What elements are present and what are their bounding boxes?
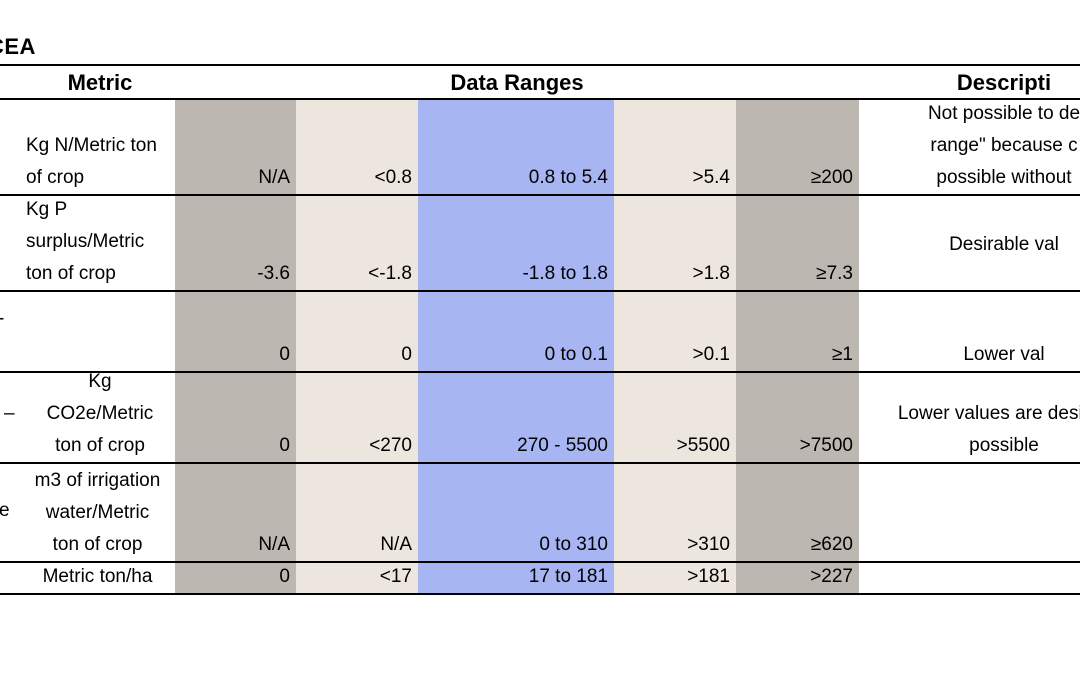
table-row-3-label-fragment: - <box>0 308 4 330</box>
rule-row-2 <box>0 290 1080 292</box>
table-row-4-description: Lower values are desirabpossible <box>897 403 1080 456</box>
table-row-5-value-5: ≥620 <box>810 534 853 555</box>
table-row-6-metric: Metric ton/ha <box>42 566 153 587</box>
rule-header <box>0 98 1080 100</box>
table-row-4-value-3: 270 - 5500 <box>517 435 608 456</box>
table-row-5-value-2: N/A <box>380 534 412 555</box>
table-row-4-value-4: >5500 <box>676 435 730 456</box>
table-row-6-value-4: >181 <box>687 566 730 587</box>
table-title: CEA <box>0 34 36 59</box>
table-row-3-value-5: ≥1 <box>832 344 853 365</box>
table-row-6-value-5: >227 <box>810 566 853 587</box>
table-row-3-value-3: 0 to 0.1 <box>544 344 608 365</box>
table-row-4-metric: Kg CO2e/Metric ton of crop <box>46 371 154 456</box>
table-row-4-label-fragment: – <box>4 403 15 424</box>
table-row-6-value-3: 17 to 181 <box>528 566 608 587</box>
rule-top <box>0 64 1080 66</box>
table-row-1-value-4: >5.4 <box>692 167 730 188</box>
table-row-2-value-3: -1.8 to 1.8 <box>522 263 608 284</box>
table-row-3-description: Lower val <box>963 344 1045 365</box>
table-row-3-value-4: >0.1 <box>692 344 730 365</box>
rule-bottom <box>0 593 1080 595</box>
table-row-2-value-2: <-1.8 <box>368 263 412 284</box>
table-row-2-value-1: -3.6 <box>257 263 290 284</box>
header-data-ranges: Data Ranges <box>450 70 584 95</box>
rule-row-4 <box>0 462 1080 464</box>
rule-row-5 <box>0 561 1080 563</box>
table-row-2-value-4: >1.8 <box>692 263 730 284</box>
table-row-4-value-1: 0 <box>279 435 290 456</box>
table-row-5-metric: m3 of irrigation water/Metric ton of crop <box>34 470 161 555</box>
table-row-1-value-5: ≥200 <box>810 167 853 188</box>
table-row-6-value-1: 0 <box>279 566 290 587</box>
table-row-1-value-3: 0.8 to 5.4 <box>528 167 608 188</box>
header-metric: Metric <box>67 70 133 95</box>
table-row-2-description: Desirable val <box>949 234 1059 255</box>
table-row-2-value-5: ≥7.3 <box>816 263 853 284</box>
col-bg-5 <box>736 100 859 594</box>
col-bg-1 <box>175 100 296 594</box>
table-row-3-value-1: 0 <box>279 344 290 365</box>
table-row-4-value-5: >7500 <box>799 435 853 456</box>
table-row-1-metric: Kg N/Metric ton of crop <box>26 135 157 188</box>
table-row-1-description: Not possible to de range" because c possib… <box>927 103 1080 188</box>
table-row-5-value-1: N/A <box>258 534 290 555</box>
rule-row-1 <box>0 194 1080 196</box>
table-row-1-value-2: <0.8 <box>374 167 412 188</box>
table-row-5-label-fragment: e <box>0 500 10 521</box>
header-description: Descripti <box>956 70 1052 95</box>
rule-row-3 <box>0 371 1080 373</box>
table-row-6-value-2: <17 <box>379 566 412 587</box>
col-bg-3 <box>418 100 614 594</box>
col-bg-4 <box>614 100 736 594</box>
col-bg-2 <box>296 100 418 594</box>
table-row-5-value-3: 0 to 310 <box>539 534 608 555</box>
table-row-5-value-4: >310 <box>687 534 730 555</box>
table-row-3-value-2: 0 <box>401 344 412 365</box>
table-row-4-value-2: <270 <box>369 435 412 456</box>
table-row-1-value-1: N/A <box>258 167 290 188</box>
